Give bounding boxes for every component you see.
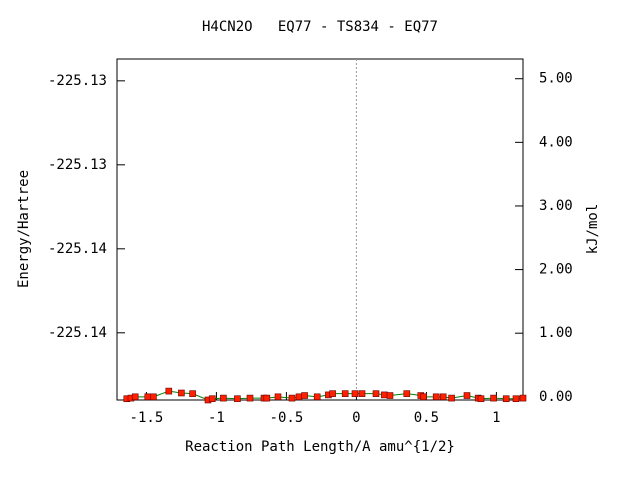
point	[274, 393, 282, 401]
point	[519, 394, 527, 402]
point	[208, 395, 216, 403]
point	[189, 390, 196, 397]
point	[420, 393, 427, 401]
point	[448, 394, 455, 402]
point	[502, 395, 510, 403]
y2-tick-label: 0.00	[539, 389, 573, 405]
y2-axis-label: kJ/mol	[585, 204, 601, 255]
point	[403, 390, 411, 397]
series-line	[126, 390, 524, 401]
point	[372, 390, 380, 397]
point	[386, 392, 394, 399]
y2-tick-label: 4.00	[539, 134, 573, 150]
y2-tick-label: 5.00	[539, 71, 573, 87]
x-tick-label: -0.5	[270, 410, 304, 426]
point	[313, 393, 321, 401]
point	[144, 393, 152, 401]
point	[263, 394, 271, 402]
point	[178, 389, 185, 397]
point	[131, 393, 139, 401]
point	[329, 390, 336, 397]
x-tick-label: -1.5	[130, 410, 164, 426]
point	[351, 390, 359, 397]
y2-tick-label: 3.00	[539, 198, 573, 214]
x-axis-label: Reaction Path Length/A amu^{1/2}	[185, 439, 455, 455]
point	[150, 393, 157, 401]
point	[234, 395, 241, 403]
y-tick-label: -225.13	[48, 157, 107, 173]
chart-title: H4CN2O EQ77 - TS834 - EQ77	[202, 19, 438, 35]
point	[512, 395, 520, 403]
x-tick-label: -1	[208, 410, 225, 426]
y-tick-label: -225.14	[48, 325, 107, 341]
point	[477, 395, 485, 403]
point	[220, 394, 227, 402]
point	[288, 394, 296, 402]
point	[463, 392, 471, 399]
point	[341, 390, 349, 397]
point	[246, 394, 254, 402]
point	[381, 391, 388, 399]
point	[432, 393, 440, 401]
x-tick-label: 0	[352, 410, 360, 426]
y-axis-label: Energy/Hartree	[16, 170, 32, 288]
y2-tick-label: 2.00	[539, 262, 573, 278]
x-tick-label: 1	[492, 410, 500, 426]
x-tick-label: 0.5	[414, 410, 439, 426]
y-tick-label: -225.13	[48, 73, 107, 89]
point	[295, 393, 303, 401]
y2-tick-label: 1.00	[539, 325, 573, 341]
point	[301, 392, 308, 399]
plot-frame	[116, 58, 524, 401]
y-tick-label: -225.14	[48, 241, 107, 257]
point	[490, 394, 497, 402]
point	[358, 390, 366, 397]
point	[165, 387, 173, 395]
point	[439, 393, 447, 401]
